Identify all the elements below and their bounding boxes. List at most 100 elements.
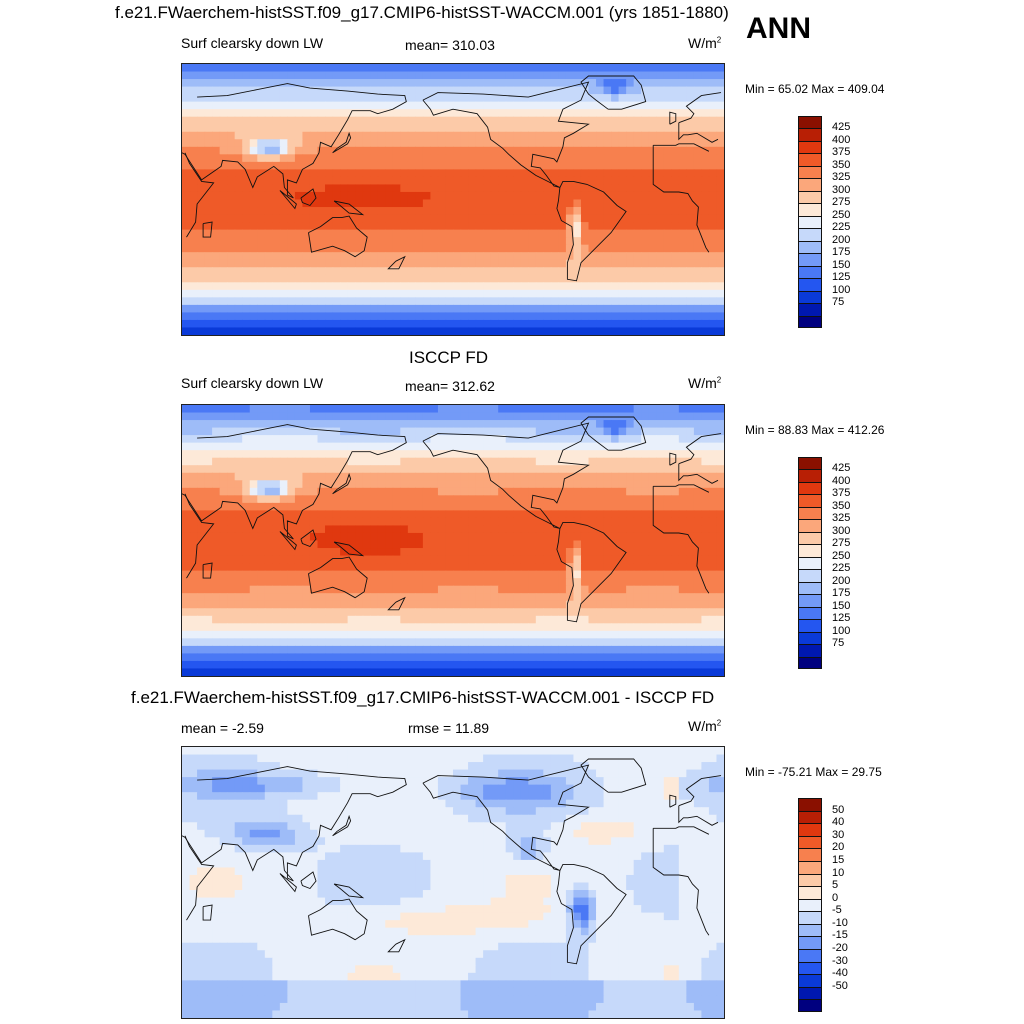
field-cell (716, 405, 724, 414)
field-cell (400, 532, 409, 542)
field-cell (656, 297, 665, 306)
field-cell (475, 252, 484, 261)
field-cell (596, 207, 605, 216)
field-cell (641, 101, 650, 110)
field-cell (558, 207, 567, 216)
field-cell (513, 435, 522, 444)
field-cell (663, 578, 672, 587)
field-cell (182, 131, 191, 140)
field-cell (430, 252, 439, 261)
field-cell (648, 465, 657, 474)
field-cell (626, 593, 635, 602)
field-cell (445, 427, 454, 436)
field-cell (392, 161, 401, 170)
field-cell (656, 94, 665, 103)
field-cell (272, 101, 281, 110)
field-cell (701, 495, 710, 504)
field-cell (407, 427, 416, 436)
field-cell (663, 312, 672, 321)
field-cell (392, 420, 401, 429)
field-cell (325, 487, 334, 496)
field-cell (317, 457, 326, 466)
field-cell (212, 244, 221, 253)
field-cell (678, 184, 687, 193)
field-cell (340, 116, 349, 125)
field-cell (580, 297, 590, 306)
field-cell (182, 161, 191, 170)
field-cell (219, 319, 228, 329)
field-cell (535, 214, 544, 223)
field-cell (513, 304, 522, 314)
field-cell (437, 450, 447, 459)
field-cell (309, 600, 319, 609)
field-cell (377, 495, 386, 504)
field-cell (498, 191, 507, 201)
field-cell (558, 540, 567, 549)
field-cell (385, 146, 394, 155)
field-cell (580, 214, 590, 223)
field-cell (294, 525, 304, 534)
field-cell (475, 319, 484, 329)
field-cell (633, 327, 642, 335)
field-cell (513, 319, 522, 329)
field-cell (558, 405, 567, 414)
field-cell (362, 289, 371, 298)
field-cell (671, 563, 680, 572)
field-cell (603, 630, 612, 639)
field-cell (656, 502, 665, 511)
field-cell (347, 420, 356, 429)
field-cell (437, 540, 447, 549)
field-cell (701, 615, 710, 624)
field-cell (347, 139, 356, 148)
field-cell (287, 540, 296, 549)
field-cell (294, 405, 304, 414)
field-cell (490, 578, 499, 587)
field-cell (377, 259, 386, 268)
field-cell (279, 487, 288, 496)
field-cell (340, 442, 349, 451)
field-cell (513, 495, 522, 504)
field-cell (355, 510, 364, 519)
field-cell (234, 109, 243, 118)
field-cell (437, 154, 447, 163)
field-cell (716, 252, 724, 261)
field-cell (596, 630, 605, 639)
field-cell (573, 327, 582, 335)
field-cell (633, 442, 642, 451)
field-cell (234, 525, 243, 534)
field-cell (550, 578, 559, 587)
field-cell (453, 510, 462, 519)
field-cell (671, 169, 680, 178)
field-cell (641, 487, 650, 496)
field-cell (505, 570, 514, 579)
field-cell (701, 214, 710, 223)
field-cell (415, 109, 424, 118)
field-cell (528, 237, 537, 246)
field-cell (596, 638, 605, 647)
field-cell (543, 495, 552, 504)
field-cell (475, 176, 484, 186)
field-cell (633, 64, 642, 73)
field-cell (641, 457, 650, 466)
field-cell (565, 71, 575, 80)
field-cell (648, 282, 657, 291)
field-cell (355, 532, 364, 542)
field-cell (385, 420, 394, 429)
field-cell (197, 405, 206, 414)
field-cell (400, 472, 409, 481)
field-cell (302, 319, 311, 329)
field-cell (445, 578, 454, 587)
field-cell (264, 222, 273, 231)
field-cell (294, 548, 304, 557)
field-cell (565, 116, 575, 125)
field-cell (475, 548, 484, 557)
field-cell (249, 510, 258, 519)
field-cell (716, 244, 724, 253)
field-cell (445, 548, 454, 557)
field-cell (558, 116, 567, 125)
field-cell (573, 252, 582, 261)
field-cell (234, 312, 243, 321)
field-cell (212, 124, 221, 133)
field-cell (498, 304, 507, 314)
field-cell (340, 244, 349, 253)
